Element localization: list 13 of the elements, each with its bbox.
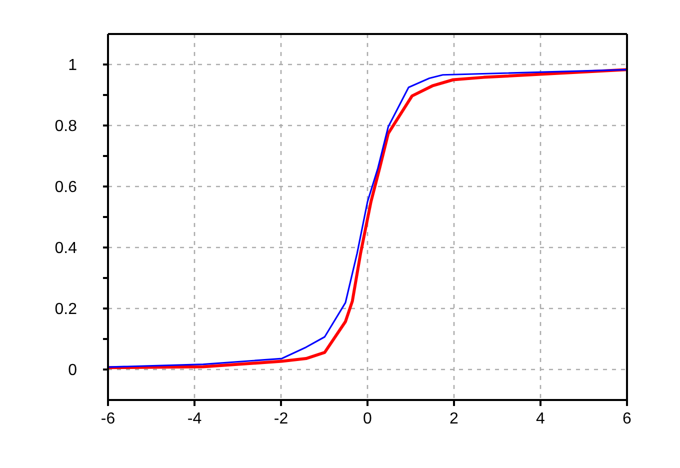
y-tick-label: 0: [68, 362, 78, 380]
y-tick-label: 1: [68, 57, 78, 74]
x-tick-label: 0: [363, 410, 372, 428]
x-tick-label: -6: [100, 410, 116, 428]
x-tick-label: 4: [536, 410, 546, 428]
y-tick-label: 0.2: [54, 301, 78, 318]
y-tick-label: 0.4: [54, 240, 78, 258]
x-tick-label: -4: [187, 410, 202, 428]
y-tick-label: 0.8: [54, 118, 78, 136]
y-tick-label: 0.6: [54, 179, 78, 196]
x-tick-label: -2: [274, 410, 288, 428]
x-tick-label: 2: [450, 410, 459, 428]
x-tick-label: 6: [622, 410, 632, 428]
